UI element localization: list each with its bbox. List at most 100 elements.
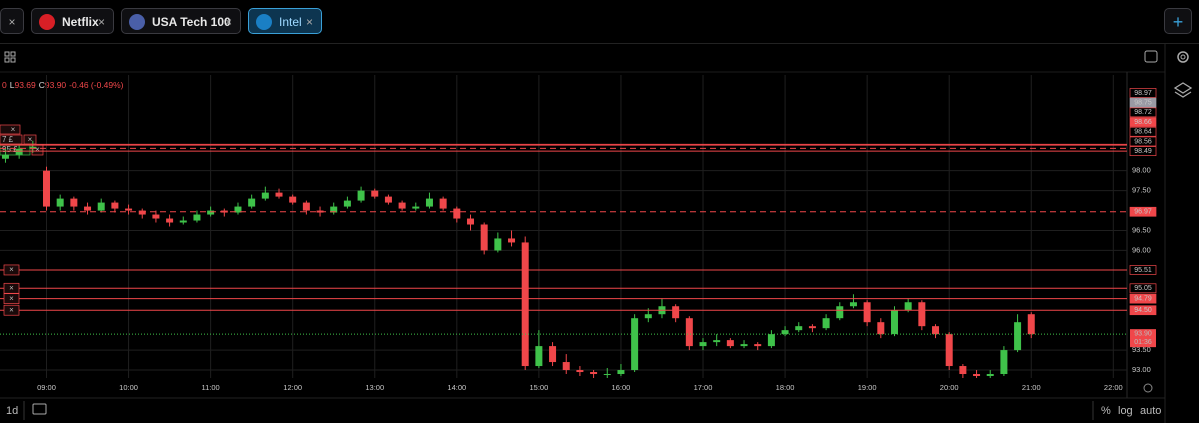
candle-body bbox=[29, 146, 37, 149]
price-label-box bbox=[1129, 117, 1157, 127]
tab[interactable]: USA Tech 100 × bbox=[121, 8, 241, 34]
y-tick-label: 97.50 bbox=[1132, 186, 1151, 195]
candle-body bbox=[1, 154, 9, 159]
footer-option[interactable]: % bbox=[1101, 405, 1111, 417]
x-tick-label: 16:00 bbox=[612, 383, 631, 392]
price-label: 96.97 bbox=[1134, 209, 1152, 216]
ohlc-legend: 0 L93.69 C93.90 -0.46 (-0.49%) bbox=[2, 80, 124, 90]
x-tick-label: 19:00 bbox=[858, 383, 877, 392]
candle-body bbox=[617, 370, 625, 375]
close-x: × bbox=[9, 283, 14, 292]
candle-body bbox=[193, 214, 201, 221]
layers-icon[interactable] bbox=[1173, 82, 1193, 98]
candle-body bbox=[261, 192, 269, 199]
x-tick-label: 20:00 bbox=[940, 383, 959, 392]
candle-body bbox=[590, 372, 598, 375]
close-x: × bbox=[9, 294, 14, 303]
y-tick-label: 98.00 bbox=[1132, 166, 1151, 175]
close-x: × bbox=[11, 125, 16, 134]
y-tick-label: 93.00 bbox=[1132, 365, 1151, 374]
tab-bar: × Netflix × USA Tech 100 × Intel × + bbox=[0, 0, 1199, 44]
candle-body bbox=[781, 330, 789, 335]
candle-body bbox=[767, 334, 775, 347]
price-label-box bbox=[1129, 126, 1157, 137]
candle-body bbox=[863, 302, 871, 323]
candle-body bbox=[494, 238, 502, 251]
candle-body bbox=[207, 210, 215, 215]
line-close bbox=[3, 264, 20, 276]
ohlc-part: -0.46 (-0.49%) bbox=[69, 80, 123, 90]
candle-body bbox=[508, 238, 516, 243]
tab-close[interactable]: × bbox=[224, 15, 232, 29]
fullscreen-icon[interactable] bbox=[1144, 50, 1158, 63]
close-x: × bbox=[9, 305, 14, 314]
candle-body bbox=[70, 198, 78, 207]
candle-body bbox=[371, 190, 379, 197]
candle-body bbox=[986, 374, 994, 377]
tab-label: Intel bbox=[279, 15, 302, 29]
price-label: 98.49 bbox=[1134, 148, 1152, 155]
candle-body bbox=[535, 346, 543, 367]
price-label: 98.56 bbox=[1134, 138, 1152, 145]
candle-body bbox=[1000, 350, 1008, 375]
tab[interactable]: Netflix × bbox=[31, 8, 114, 34]
candle-body bbox=[631, 318, 639, 371]
line-close bbox=[3, 304, 20, 316]
settings-icon[interactable] bbox=[1177, 51, 1189, 63]
candle-body bbox=[877, 322, 885, 335]
price-label-box bbox=[1129, 146, 1157, 156]
candle-body bbox=[918, 302, 926, 327]
footer-option[interactable]: log bbox=[1118, 405, 1133, 417]
candle-body bbox=[15, 148, 23, 155]
add-tab[interactable]: + bbox=[1164, 8, 1192, 34]
interval[interactable]: 1d bbox=[6, 405, 18, 417]
x-tick-label: 15:00 bbox=[529, 383, 548, 392]
candles bbox=[1, 140, 1035, 378]
ohlc-part: 93.69 bbox=[14, 80, 36, 90]
price-label: 94.50 bbox=[1134, 307, 1152, 314]
x-tick-label: 10:00 bbox=[119, 383, 138, 392]
y-tick-label: 96.00 bbox=[1132, 245, 1151, 254]
candle-body bbox=[152, 214, 160, 219]
price-label-box bbox=[1129, 293, 1157, 304]
candle-body bbox=[248, 198, 256, 207]
order-close[interactable] bbox=[0, 124, 21, 135]
price-label-box bbox=[1129, 265, 1157, 275]
footer-option[interactable]: auto bbox=[1140, 405, 1161, 417]
y-tick-label: 96.50 bbox=[1132, 225, 1151, 234]
tab[interactable]: Intel × bbox=[248, 8, 322, 34]
x-tick-label: 21:00 bbox=[1022, 383, 1041, 392]
axis-settings-icon[interactable] bbox=[1143, 383, 1153, 393]
candle-body bbox=[330, 206, 338, 213]
tab-label: USA Tech 100 bbox=[152, 15, 231, 29]
x-tick-label: 14:00 bbox=[447, 383, 466, 392]
candle-body bbox=[302, 202, 310, 211]
order-tag-text: 7 £ bbox=[2, 135, 14, 144]
tab-close[interactable]: × bbox=[97, 15, 105, 29]
candle-body bbox=[97, 202, 105, 211]
candle-body bbox=[480, 224, 488, 251]
candle-body bbox=[84, 206, 92, 211]
candle-body bbox=[56, 198, 64, 207]
price-label: 94.79 bbox=[1134, 296, 1152, 303]
candle-body bbox=[562, 362, 570, 371]
candle-body bbox=[836, 306, 844, 319]
candle-body bbox=[179, 220, 187, 223]
candle-body bbox=[644, 314, 652, 319]
candle-body bbox=[945, 334, 953, 367]
candle-body bbox=[973, 374, 981, 377]
line-close bbox=[3, 282, 20, 294]
candle-body bbox=[43, 170, 51, 207]
tab-close[interactable]: × bbox=[0, 8, 24, 34]
candle-body bbox=[234, 206, 242, 213]
candle-body bbox=[549, 346, 557, 363]
price-label-box bbox=[1129, 283, 1157, 294]
candle-body bbox=[275, 192, 283, 197]
layout-icon[interactable] bbox=[4, 51, 16, 63]
calendar-icon[interactable] bbox=[32, 403, 47, 415]
tab-close[interactable]: × bbox=[305, 15, 313, 29]
x-tick-label: 13:00 bbox=[365, 383, 384, 392]
x-tick-label: 18:00 bbox=[776, 383, 795, 392]
candle-body bbox=[138, 210, 146, 215]
candle-body bbox=[289, 196, 297, 203]
